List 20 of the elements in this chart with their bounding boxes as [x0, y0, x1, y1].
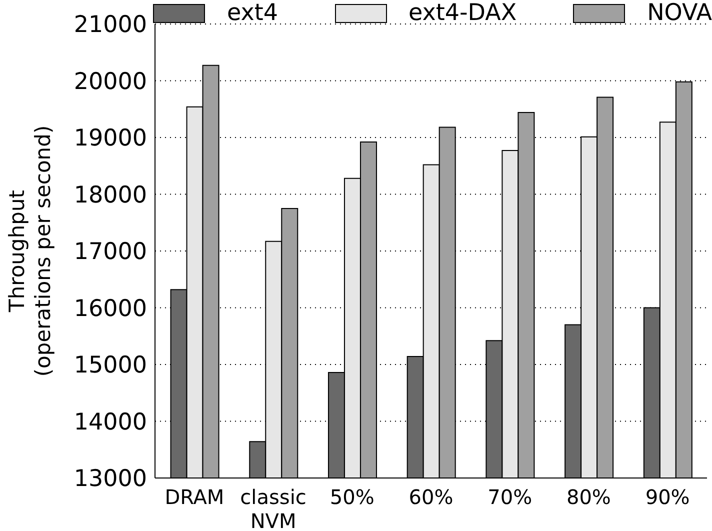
y-tick-label: 19000: [74, 126, 147, 152]
y-tick-label: 18000: [74, 182, 147, 208]
legend-label: NOVA: [647, 0, 712, 26]
y-tick-label: 20000: [74, 68, 147, 95]
y-tick-label: 14000: [74, 409, 147, 436]
y-axis-title: Throughput (operations per second): [5, 125, 55, 377]
y-tick-label: 13000: [74, 466, 147, 492]
x-tick-label: 80%: [566, 485, 611, 509]
y-tick-label: 15000: [74, 352, 147, 379]
legend-label: ext4-DAX: [408, 0, 517, 26]
legend-label: ext4: [227, 0, 278, 26]
y-tick-label: 16000: [74, 296, 147, 322]
y-tick-label: 21000: [74, 12, 147, 38]
y-tick-label: 17000: [74, 239, 147, 266]
x-tick-label: 90%: [645, 485, 690, 509]
x-tick-label: 60%: [408, 485, 454, 509]
x-tick-label: 70%: [488, 485, 532, 509]
x-tick-label: 50%: [330, 485, 374, 509]
x-tick-label: classic NVM: [240, 485, 306, 531]
x-tick-label: DRAM: [164, 485, 224, 509]
